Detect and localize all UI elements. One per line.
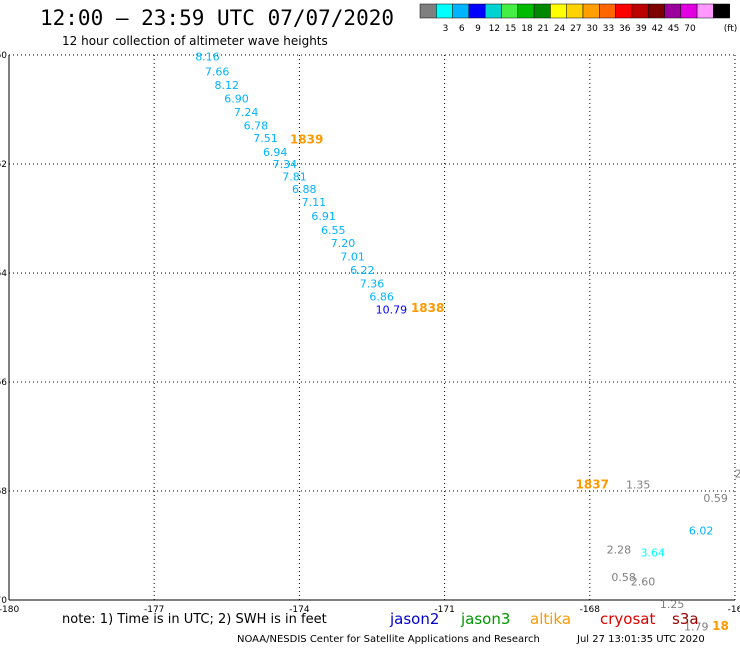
footer-note: note: 1) Time is in UTC; 2) SWH is in fe… [62, 612, 327, 627]
chart-title: 12:00 — 23:59 UTC 07/07/2020 [40, 6, 395, 30]
y-tick-label: -60 [0, 51, 7, 61]
wave-height-map: -180 -177 -174 -171 -168 -16 -60 -62 -64 -66 -68 -7… [0, 50, 740, 633]
wave-height-point: 8.16 [195, 50, 220, 63]
time-label: 1837 [576, 477, 609, 491]
colorbar-tick-label: 39 [635, 24, 647, 34]
colorbar-tick-label: 27 [570, 24, 581, 34]
x-tick-label: -174 [289, 605, 310, 615]
wave-height-point: 7.36 [360, 278, 385, 291]
wave-height-point: 7.24 [234, 106, 259, 119]
colorbar-tick-label: 18 [521, 24, 533, 34]
colorbar-tick-label: 12 [489, 24, 500, 34]
x-tick-label: -168 [580, 605, 601, 615]
legend-cryosat: cryosat [600, 610, 656, 628]
wave-height-point: 2. [735, 467, 740, 480]
footer-credit: NOAA/NESDIS Center for Satellite Applica… [237, 634, 540, 645]
x-tick-label: -180 [0, 605, 19, 615]
colorbar-tick-label: 24 [554, 24, 566, 34]
color-scale-bar: 3 6 9 12 15 18 21 24 27 30 33 36 39 42 45 70 (ft) [419, 3, 738, 34]
time-label: 1838 [411, 301, 444, 315]
legend-altika: altika [530, 610, 572, 628]
colorbar-swatch [713, 3, 730, 19]
wave-height-point: 7.20 [331, 237, 356, 250]
wave-height-point: 1.35 [626, 478, 651, 491]
y-tick-label: -62 [0, 160, 7, 170]
wave-height-point: 2.28 [607, 544, 632, 557]
colorbar-tick-label: 6 [459, 24, 465, 34]
wave-height-point: 7.01 [340, 250, 365, 263]
colorbar-tick-label: 9 [475, 24, 481, 34]
wave-height-point: 2.60 [631, 575, 656, 588]
wave-height-point: 7.11 [302, 196, 327, 209]
wave-height-point: 6.86 [369, 290, 394, 303]
chart-subtitle: 12 hour collection of altimeter wave hei… [62, 34, 328, 48]
wave-height-point: 7.34 [273, 158, 298, 171]
wave-height-point: 3.64 [640, 546, 665, 559]
wave-height-point: 10.79 [376, 303, 408, 316]
colorbar-tick-label: 21 [538, 24, 549, 34]
legend-s3a: s3a [672, 610, 699, 628]
wave-height-point: 6.90 [224, 92, 249, 105]
wave-height-point: 6.78 [244, 120, 269, 133]
legend-jason3: jason3 [461, 610, 511, 628]
wave-height-point: 8.12 [215, 79, 240, 92]
footer-timestamp: Jul 27 13:01:35 UTC 2020 [577, 634, 705, 645]
wave-height-point: 1.79 [684, 621, 709, 634]
wave-height-point: 6.88 [292, 183, 317, 196]
wave-height-point: 6.94 [263, 146, 288, 159]
colorbar-tick-label: 70 [684, 24, 696, 34]
colorbar-tick-label: 42 [652, 24, 663, 34]
wave-height-point: 7.66 [205, 66, 230, 79]
time-label: 1839 [290, 132, 323, 146]
colorbar-tick-label: 45 [668, 24, 679, 34]
time-label: 18 [712, 619, 729, 633]
colorbar-tick-label: 15 [505, 24, 516, 34]
y-tick-label: -68 [0, 487, 7, 497]
wave-height-point: 6.22 [350, 264, 375, 277]
wave-height-point: 6.91 [311, 210, 336, 223]
wave-height-point: 1.25 [660, 598, 685, 611]
x-tick-label: -171 [434, 605, 454, 615]
y-tick-label: -64 [0, 269, 7, 279]
y-tick-label: -70 [0, 596, 7, 606]
y-tick-label: -66 [0, 378, 7, 388]
colorbar-unit: (ft) [724, 24, 738, 34]
colorbar-tick-label: 30 [586, 24, 598, 34]
colorbar-tick-label: 33 [603, 24, 614, 34]
wave-height-point: 0.59 [703, 492, 728, 505]
colorbar-tick-label: 3 [443, 24, 449, 34]
wave-height-point: 6.55 [321, 224, 346, 237]
x-tick-label: -177 [144, 605, 164, 615]
wave-height-point: 0.58 [611, 571, 636, 584]
legend-jason2: jason2 [390, 610, 440, 628]
colorbar-tick-label: 36 [619, 24, 631, 34]
wave-height-point: 6.02 [689, 525, 714, 538]
wave-height-point: 7.51 [253, 132, 278, 145]
x-tick-label: -16 [728, 605, 740, 615]
wave-height-point: 7.81 [282, 170, 307, 183]
